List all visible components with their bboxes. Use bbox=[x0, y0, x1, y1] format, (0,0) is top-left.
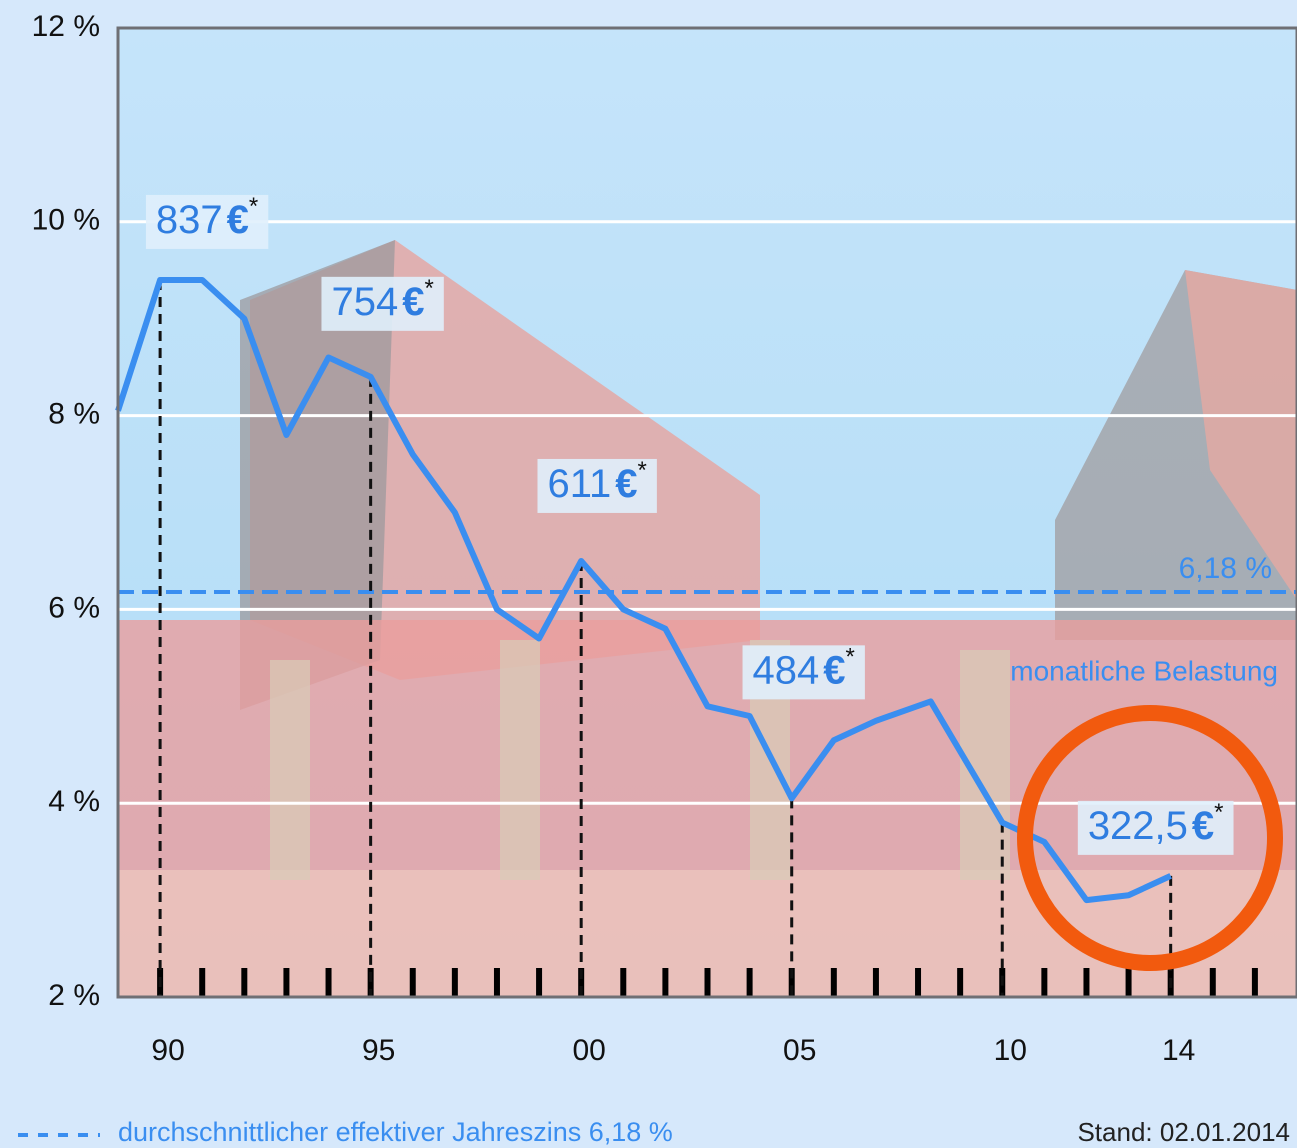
annotation: 754 €* bbox=[331, 275, 433, 323]
y-tick-label: 2 % bbox=[48, 979, 100, 1012]
annotation-box bbox=[537, 458, 657, 513]
legend-note: durchschnittlicher effektiver Jahreszins… bbox=[118, 1117, 673, 1147]
x-tick-label: 14 bbox=[1162, 1034, 1195, 1067]
annotation-box bbox=[321, 276, 444, 331]
x-tick-label: 90 bbox=[151, 1034, 184, 1067]
y-tick-label: 8 % bbox=[48, 398, 100, 431]
y-tick-label: 6 % bbox=[48, 591, 100, 624]
annotation: 484 €* bbox=[753, 644, 855, 692]
annotation: 322,5 €* bbox=[1088, 799, 1224, 847]
annotation: 837 €* bbox=[156, 193, 258, 241]
annotation-box bbox=[145, 194, 269, 249]
y-tick-label: 10 % bbox=[32, 204, 100, 237]
annotation-box bbox=[742, 645, 865, 700]
plot-frame bbox=[116, 26, 1297, 999]
x-tick-label: 10 bbox=[994, 1034, 1027, 1067]
highlight-circle bbox=[1017, 705, 1283, 971]
average-label: 6,18 % bbox=[1179, 552, 1272, 585]
y-tick-label: 12 % bbox=[32, 10, 100, 43]
line-series bbox=[115, 276, 1172, 904]
annotation-box bbox=[1077, 800, 1234, 855]
y-tick-label: 4 % bbox=[48, 785, 100, 818]
x-tick-label: 00 bbox=[572, 1034, 605, 1067]
series-label: monatliche Belastung bbox=[1010, 655, 1278, 686]
annotation: 611 €* bbox=[547, 457, 646, 505]
marks bbox=[115, 276, 1297, 997]
x-tick-label: 05 bbox=[783, 1034, 816, 1067]
x-tick-label: 95 bbox=[362, 1034, 395, 1067]
source-note: Stand: 02.01.2014 bbox=[1077, 1117, 1290, 1147]
